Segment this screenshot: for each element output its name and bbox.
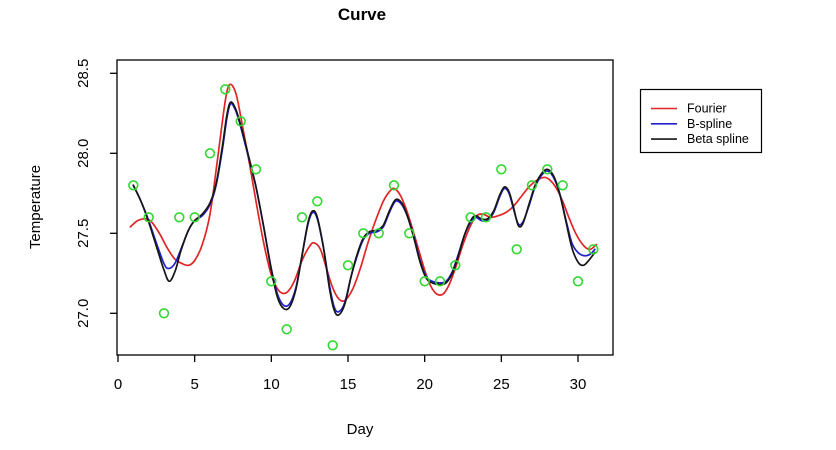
data-point	[419, 276, 430, 287]
data-point	[296, 212, 308, 223]
data-point	[143, 212, 154, 223]
x-axis-label: Day	[347, 421, 374, 438]
data-point	[572, 276, 584, 287]
data-point	[235, 116, 246, 127]
data-point	[158, 308, 170, 319]
data-point	[266, 276, 277, 287]
data-point	[342, 260, 354, 271]
x-tick-label: 30	[570, 376, 587, 393]
data-point	[281, 324, 292, 335]
data-point	[358, 228, 369, 239]
y-tick-label: 28.5	[75, 59, 92, 88]
data-point	[496, 164, 507, 175]
curve-b-spline	[132, 102, 596, 313]
chart-title: Curve	[338, 5, 386, 24]
x-tick-label: 10	[263, 376, 280, 393]
data-point	[557, 180, 568, 191]
data-point	[526, 180, 538, 191]
legend-label: Beta spline	[687, 132, 749, 146]
x-tick-label: 20	[416, 376, 433, 393]
data-point	[388, 180, 400, 191]
data-point	[204, 148, 216, 159]
x-tick-label: 0	[114, 376, 122, 393]
data-point	[220, 84, 231, 95]
y-tick-label: 27.0	[75, 299, 92, 328]
data-point	[511, 244, 522, 255]
data-point	[480, 212, 492, 223]
data-point	[404, 228, 415, 239]
points-layer	[128, 84, 599, 351]
data-point	[250, 164, 262, 175]
y-tick-label: 28.0	[75, 139, 92, 168]
y-tick-label: 27.5	[75, 219, 92, 248]
data-point	[434, 276, 446, 287]
series-layer	[129, 83, 598, 317]
plot-box	[116, 59, 614, 356]
data-point	[189, 212, 200, 223]
y-axis-label: Temperature	[27, 165, 44, 249]
legend-label: B-spline	[687, 117, 732, 131]
legend-box	[639, 88, 763, 154]
data-point	[465, 212, 476, 223]
x-tick-label: 5	[190, 376, 198, 393]
curve-beta-spline	[132, 101, 596, 317]
data-point	[174, 212, 185, 223]
data-point	[450, 260, 461, 271]
legend-label: Fourier	[687, 102, 727, 116]
data-point	[588, 244, 599, 255]
x-tick-label: 25	[493, 376, 510, 393]
data-point	[312, 196, 323, 207]
data-point	[327, 340, 338, 351]
curve-fourier	[129, 83, 598, 303]
data-point	[542, 164, 553, 175]
data-point	[128, 180, 139, 191]
x-tick-label: 15	[340, 376, 357, 393]
data-point	[373, 228, 384, 239]
axes-layer: 0 5 10 15 20 25 30 27.0 27.5 28.0 28.5	[75, 59, 614, 393]
